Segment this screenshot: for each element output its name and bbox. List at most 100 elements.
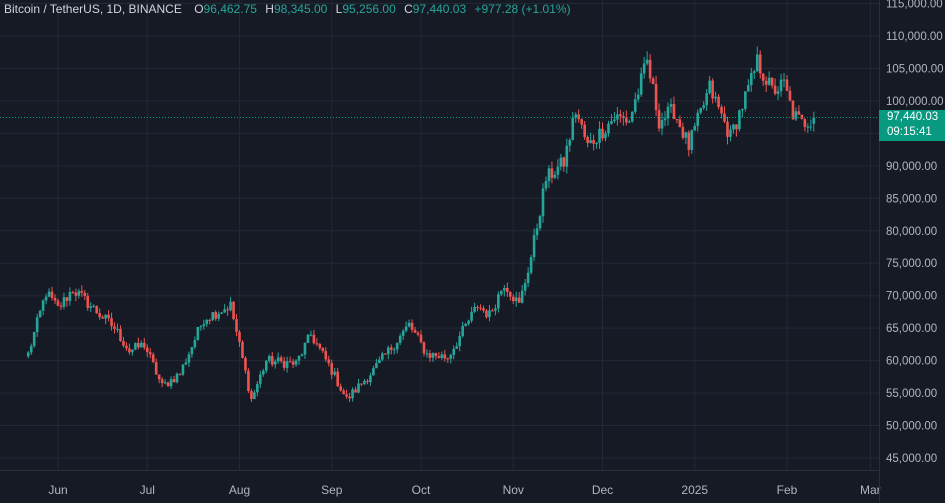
candle-body <box>35 317 39 333</box>
candle-body <box>375 363 378 369</box>
candle-body <box>163 382 167 384</box>
candle-body <box>122 341 125 346</box>
candle-body <box>247 370 250 392</box>
candle-body <box>446 358 450 360</box>
candle-body <box>687 132 691 150</box>
candle-body <box>181 364 185 375</box>
candle-body <box>318 344 322 349</box>
candle-body <box>309 334 313 336</box>
candle-body <box>717 96 720 108</box>
candle-body <box>485 310 488 318</box>
symbol-label[interactable]: Bitcoin / TetherUS, 1D, BINANCE <box>4 2 182 16</box>
x-tick-label: Sep <box>321 483 343 497</box>
candle-body <box>636 94 640 100</box>
candle-body <box>336 371 339 387</box>
candle-body <box>187 354 191 363</box>
candle-body <box>77 291 81 296</box>
y-tick-label: 85,000.00 <box>886 193 937 205</box>
candle-body <box>26 352 30 357</box>
candle-body <box>791 100 795 120</box>
candle-body <box>270 355 274 365</box>
candle-body <box>214 312 218 319</box>
candle-body <box>386 347 390 355</box>
candle-body <box>98 313 101 317</box>
candle-body <box>267 355 271 361</box>
candle-body <box>526 272 530 283</box>
candle-body <box>327 359 331 364</box>
candle-body <box>128 348 131 353</box>
candle-body <box>175 373 179 383</box>
candle-body <box>470 311 473 321</box>
candle-body <box>684 132 688 138</box>
candle-body <box>232 301 235 320</box>
candle-body <box>211 312 215 320</box>
candle-body <box>378 359 381 364</box>
candle-body <box>223 309 226 313</box>
x-tick-label: Aug <box>229 483 250 497</box>
candle-body <box>422 342 426 354</box>
candle-body <box>500 290 503 295</box>
y-tick-label: 60,000.00 <box>886 356 937 368</box>
candle-body <box>625 117 628 123</box>
candle-body <box>586 137 589 144</box>
candle-body <box>44 296 48 301</box>
candle-body <box>732 124 735 130</box>
candle-body <box>193 340 197 348</box>
candle-body <box>351 389 354 399</box>
candle-body <box>428 353 432 358</box>
candle-body <box>550 168 554 178</box>
candle-body <box>797 111 801 115</box>
candle-body <box>571 118 575 140</box>
candle-body <box>488 310 491 318</box>
low-value: 95,256.00 <box>342 2 396 16</box>
candle-body <box>690 130 694 150</box>
candle-body <box>137 342 140 348</box>
low-label: L <box>335 2 343 16</box>
candle-body <box>110 318 113 327</box>
candle-body <box>705 93 708 106</box>
candle-body <box>657 109 661 129</box>
candle-body <box>574 114 578 119</box>
candle-body <box>285 361 289 368</box>
candle-body <box>764 80 768 85</box>
candle-body <box>559 157 563 167</box>
candle-body <box>678 119 682 128</box>
candle-body <box>104 314 107 319</box>
x-tick-label: 2025 <box>681 483 708 497</box>
candle-body <box>633 99 637 112</box>
candle-body <box>345 394 348 397</box>
candle-body <box>660 120 664 129</box>
candle-body <box>32 332 36 347</box>
candle-body <box>294 360 298 365</box>
candle-body <box>29 346 33 353</box>
candle-body <box>741 108 744 111</box>
candle-body <box>675 119 679 121</box>
last-price-tag: 97,440.03 <box>879 110 945 125</box>
candle-body <box>398 335 402 343</box>
candle-body <box>419 334 423 343</box>
candle-body <box>288 361 292 363</box>
candle-body <box>610 121 613 124</box>
candle-body <box>443 354 447 359</box>
candle-body <box>125 345 128 349</box>
y-tick-label: 90,000.00 <box>886 161 937 173</box>
candle-body <box>131 349 134 353</box>
candle-body <box>747 85 750 92</box>
candle-body <box>71 292 75 294</box>
candle-body <box>166 382 170 387</box>
candle-body <box>279 357 283 362</box>
candle-body <box>160 379 164 384</box>
candle-body <box>607 123 610 134</box>
candle-body <box>381 353 384 360</box>
candle-body <box>425 353 429 355</box>
candle-body <box>62 297 66 307</box>
candle-body <box>758 54 762 74</box>
candle-body <box>562 157 566 167</box>
candle-body <box>401 330 405 336</box>
candle-body <box>363 380 366 385</box>
candle-body <box>622 116 625 118</box>
countdown-tag: 09:15:41 <box>879 125 945 141</box>
candle-body <box>154 362 158 375</box>
